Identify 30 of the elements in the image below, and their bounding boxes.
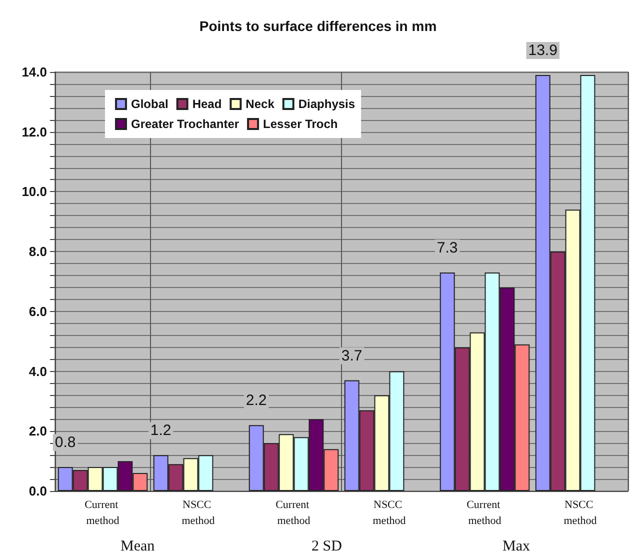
x-tick-label: Current method [84,499,121,527]
x-tick-label: Current method [276,499,312,527]
y-tick-label: 10.0 [22,184,47,200]
y-tick-label: 8.0 [28,244,47,260]
legend-label: Head [192,97,222,111]
x-tick-label: NSCC method [372,499,406,527]
text: Mean [120,538,156,554]
legend-label: Diaphysis [298,97,356,111]
y-tick-label: 12.0 [22,124,47,140]
x-tick-label: NSCC method [182,499,216,527]
y-tick-label: 14.0 [22,64,47,80]
data-label: 3.7 [341,347,362,364]
legend-label: Greater Trochanter [131,117,240,131]
y-tick-label: 6.0 [28,304,47,319]
y-tick-label: 0.0 [28,484,47,498]
data-label: 7.3 [436,240,458,257]
legend-label: Lesser Troch [263,117,338,131]
chart-title: Points to surface differences in mm [199,18,437,34]
text: Max [502,538,530,554]
legend-label: Neck [246,97,275,111]
data-label: 0.8 [54,434,76,452]
x-tick-label: Current method [466,499,503,527]
data-label: 2.2 [246,392,267,410]
y-tick-label: 4.0 [28,364,47,379]
x-tick-label: NSCC method [564,499,598,527]
data-label: 1.2 [150,422,172,440]
data-label: 13.9 [528,42,558,59]
y-tick-label: 2.0 [28,424,47,439]
legend-label: Global [131,97,168,111]
text: 2 SD [312,538,342,554]
